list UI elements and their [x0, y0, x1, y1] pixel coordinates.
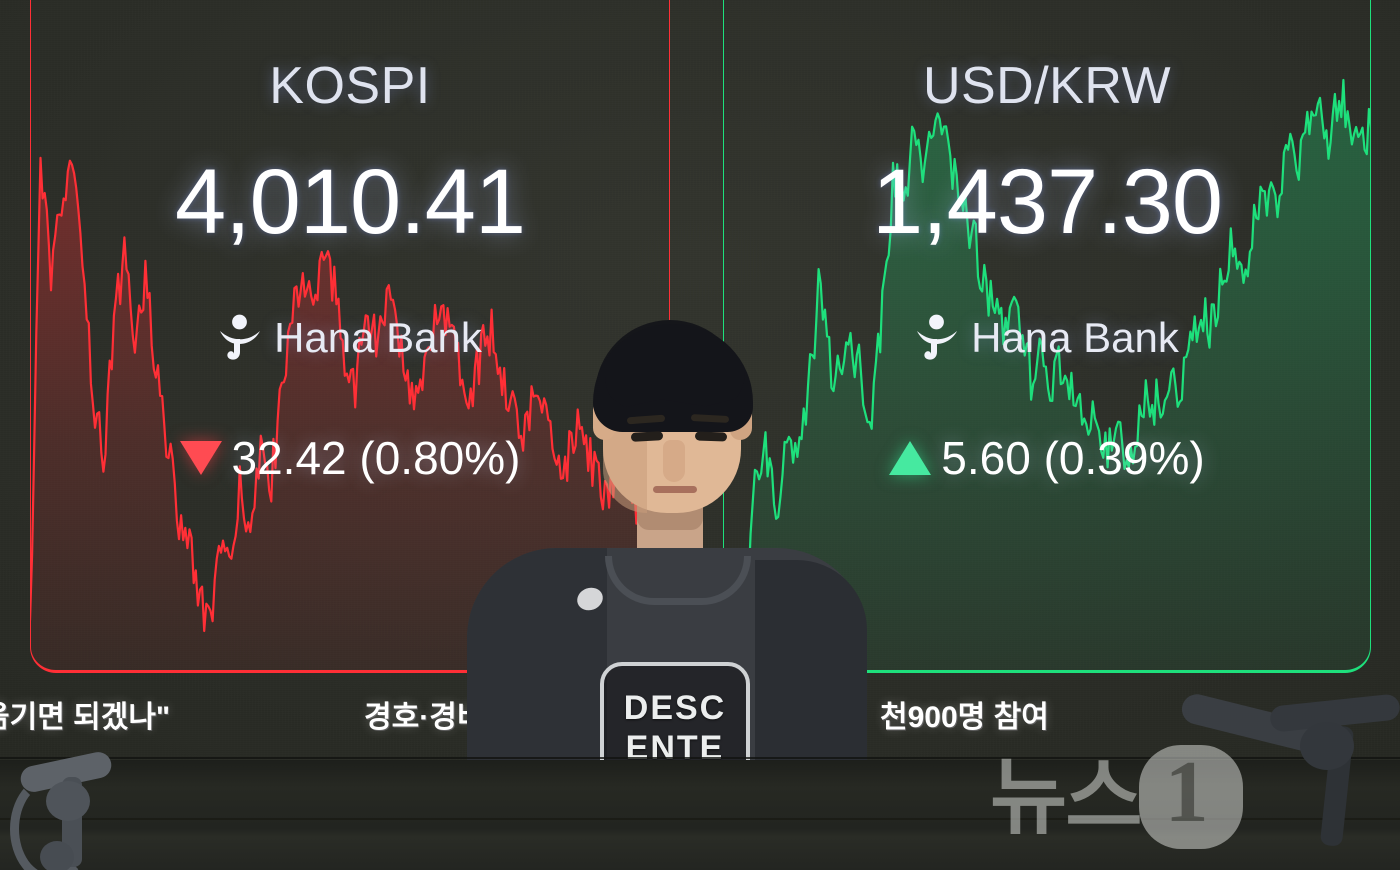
kospi-chart-svg: [30, 156, 670, 670]
usdkrw-chart-svg: [723, 78, 1371, 670]
wall-base-edge: [0, 757, 1400, 759]
office-chair-left: [10, 749, 120, 870]
hana-person-icon: [220, 314, 261, 360]
ticker-text-left: 옮기면 되겠나": [0, 701, 171, 734]
mouth: [653, 486, 697, 493]
news1-watermark: 뉴스 1: [990, 745, 1243, 849]
usdkrw-brand-row: Hana Bank: [723, 314, 1371, 362]
usdkrw-change-label: 5.60 (0.39%): [941, 432, 1205, 484]
watermark-badge: 1: [1138, 744, 1243, 849]
hair-fringe: [605, 372, 745, 408]
hana-person-icon: [917, 314, 958, 360]
chair-left-knob: [46, 781, 90, 821]
wall-base-edge-2: [0, 818, 1400, 820]
eye-left: [630, 431, 664, 442]
kospi-change-row: 32.42 (0.80%): [30, 435, 670, 481]
kospi-title: KOSPI: [269, 57, 431, 115]
kospi-change-label: 32.42 (0.80%): [231, 432, 521, 484]
office-chair-right: [1178, 691, 1400, 870]
kospi-panel: KOSPI 4,010.41 Hana Bank 32.42 (0.80%): [30, 0, 670, 673]
usdkrw-change-row: 5.60 (0.39%): [723, 435, 1371, 481]
nose: [663, 440, 685, 482]
kospi-brand-label: Hana Bank: [274, 314, 482, 361]
triangle-down-icon: [179, 441, 222, 475]
ticker-text-right: 천900명 참여: [880, 701, 1049, 734]
shirt-text-line-2: ENTE: [625, 729, 725, 767]
chair-right-knob: [1300, 722, 1354, 770]
eye-right: [694, 431, 728, 442]
kospi-brand-row: Hana Bank: [30, 314, 670, 362]
usdkrw-title: USD/KRW: [922, 57, 1172, 115]
usdkrw-panel: USD/KRW 1,437.30 Hana Bank 5.60 (0.39%): [723, 0, 1371, 673]
news-ticker: 옮기면 되겠나" 경호·경비 천900명 참여: [0, 692, 1400, 740]
chair-left-knob-lower: [40, 841, 74, 870]
kospi-value: 4,010.41: [174, 151, 526, 253]
watermark-badge-digit: 1: [1164, 744, 1209, 841]
usdkrw-chart: [723, 50, 1371, 670]
watermark-text: 뉴스: [990, 750, 1143, 844]
wall-base-band: [0, 760, 1400, 870]
kospi-chart: [30, 110, 670, 670]
usdkrw-value: 1,437.30: [871, 151, 1223, 253]
shirt-text-line-1: DESC: [623, 689, 727, 728]
triangle-up-icon: [889, 441, 932, 475]
usdkrw-brand-label: Hana Bank: [971, 314, 1179, 361]
chair-left-frame: [10, 775, 92, 870]
ticker-text-middle: 경호·경비: [364, 701, 485, 734]
